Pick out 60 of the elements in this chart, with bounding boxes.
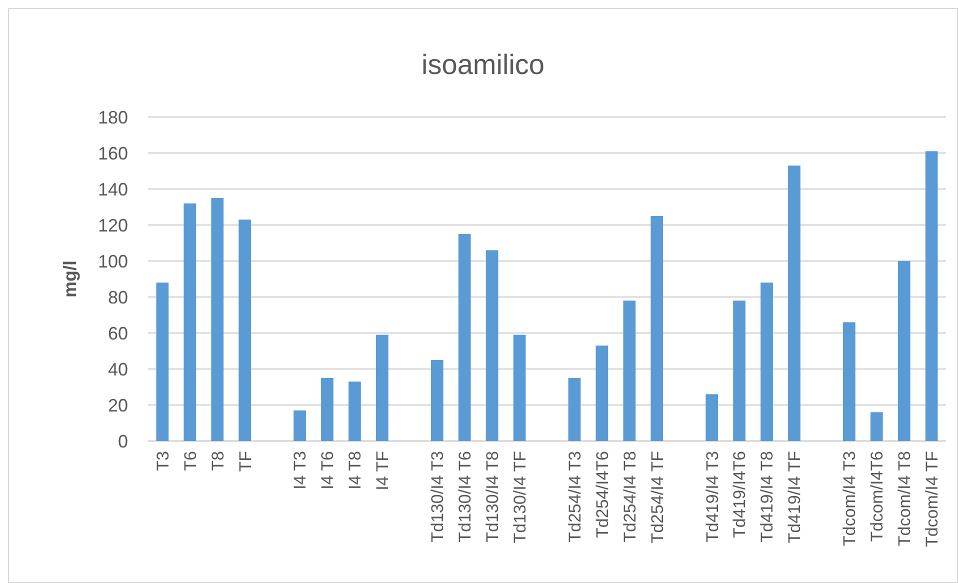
x-tick-label: Td130/I4 T8 [483,451,502,542]
bar [486,250,498,441]
bar [733,300,746,441]
x-tick-label: Td254/I4 T3 [565,451,584,542]
chart-title: isoamilico [422,49,544,80]
bar [623,300,636,441]
bar [458,234,471,441]
x-tick-label: Td254/I4 TF [648,451,667,544]
bar [842,322,856,441]
x-tick-label: Td130/I4 T6 [456,451,475,542]
x-tick-label: Td419/I4 TF [785,451,804,544]
x-tick-label: Tdcom/I4T6 [868,451,887,542]
bar [760,282,773,441]
bar [156,282,169,441]
bar [184,203,196,441]
x-tick-label: Td130/I4 T3 [428,451,448,542]
x-tick-label: Td130/I4 TF [510,451,530,544]
bar [650,216,664,441]
bar [376,334,388,441]
x-tick-label: Td419/I4 T3 [702,451,722,542]
bar [898,261,910,441]
bar [568,378,581,441]
x-tick-label: Tdcom/I4 T8 [895,451,914,546]
bar [870,412,883,441]
x-tick-label: TF [236,451,255,472]
y-tick-label: 60 [108,323,128,344]
bar [513,334,526,441]
x-tick-label: Tdcom/I4 TF [922,451,942,548]
x-tick-label: Td419/I4T6 [730,451,750,538]
y-tick-label: 140 [98,179,128,200]
x-tick-label: I4 T8 [346,451,365,490]
x-tick-label: T8 [208,451,228,471]
x-tick-label: I4 T3 [290,451,310,490]
x-tick-label: T6 [180,451,200,471]
bar [430,360,444,441]
bar [321,378,334,441]
bar [925,151,938,441]
bar [211,198,224,441]
y-tick-label: 20 [108,395,128,416]
bar [294,410,306,441]
x-tick-label: I4 TF [373,451,392,490]
x-tick-label: Td254/I4 T8 [620,451,640,542]
y-tick-label: 80 [108,287,128,308]
y-axis-title: mg/l [60,260,80,298]
bar [788,166,800,441]
x-tick-label: I4 T6 [318,451,338,490]
x-tick-label: T3 [153,451,172,471]
y-tick-label: 40 [108,359,128,380]
bar [348,382,361,441]
y-tick-label: 0 [118,431,128,452]
x-tick-label: Td419/I4 T8 [758,451,777,542]
y-tick-label: 100 [98,251,128,272]
bar [596,346,608,441]
bar [238,220,252,441]
y-tick-label: 180 [98,107,128,128]
bar [706,394,718,441]
x-tick-label: Td254/I4T6 [592,451,612,538]
y-tick-label: 160 [98,143,128,164]
y-tick-label: 120 [98,215,128,236]
x-tick-label: Tdcom/I4 T3 [840,451,860,546]
